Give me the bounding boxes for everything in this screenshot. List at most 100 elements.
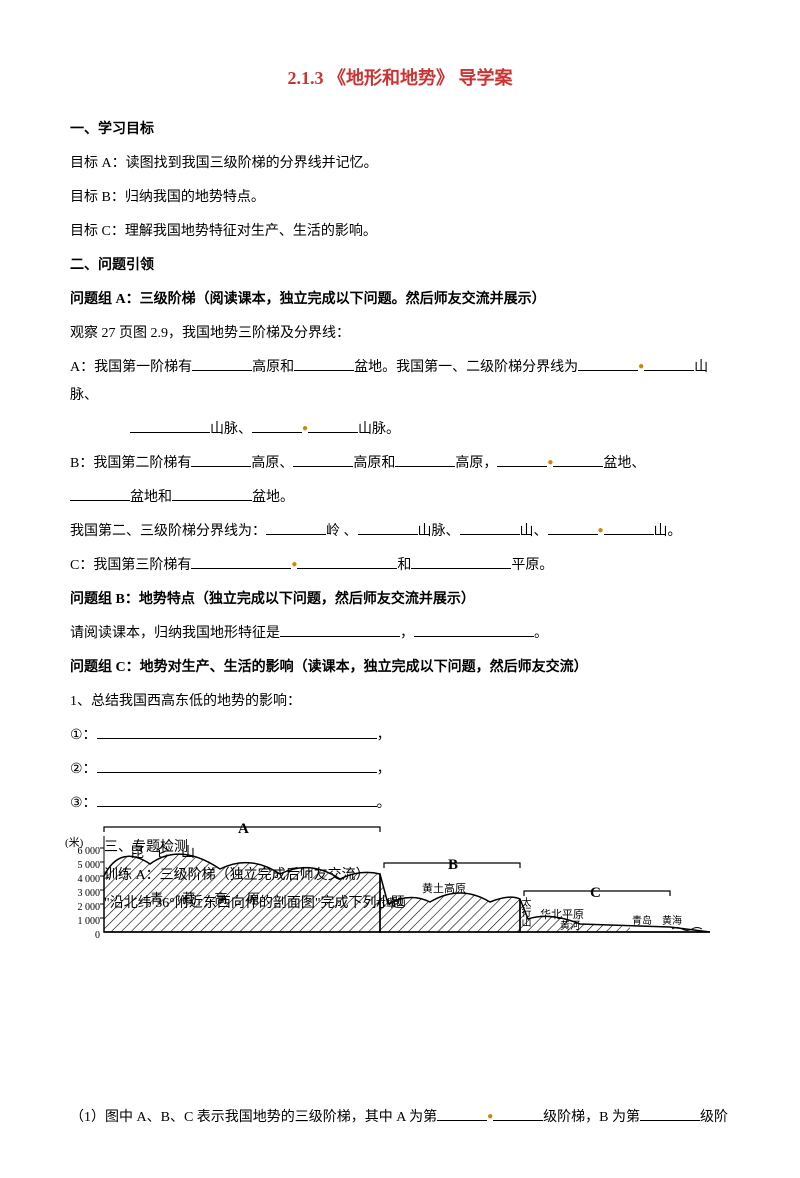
label-C: C bbox=[590, 878, 601, 908]
text: 岭 、 bbox=[326, 524, 358, 539]
blank bbox=[191, 466, 251, 467]
document-title: 2.1.3 《地形和地势》 导学案 bbox=[70, 60, 730, 96]
text: 山脉、 bbox=[418, 524, 460, 539]
text: ②： bbox=[70, 762, 97, 777]
dot-icon: ● bbox=[638, 361, 644, 372]
terrain-profile-diagram: (米) 6 000 5 000 4 000 3 000 2 000 1 000 … bbox=[70, 824, 720, 1004]
text: 高原和 bbox=[353, 456, 395, 471]
label-B: B bbox=[448, 850, 458, 880]
blank bbox=[97, 738, 377, 739]
item-3: ③： 。 bbox=[70, 790, 730, 818]
text: 山脉。 bbox=[358, 422, 400, 437]
blank bbox=[604, 534, 654, 535]
blank bbox=[294, 370, 354, 371]
blank bbox=[493, 1120, 543, 1121]
blank bbox=[395, 466, 455, 467]
text: 盆地。 bbox=[252, 490, 294, 505]
blank bbox=[358, 534, 418, 535]
text: B：我国第二阶梯有 bbox=[70, 456, 191, 471]
blank bbox=[548, 534, 598, 535]
label-qingdao: 青岛 bbox=[632, 912, 652, 932]
blank bbox=[578, 370, 638, 371]
blank bbox=[460, 534, 520, 535]
blank bbox=[70, 500, 130, 501]
item-2: ②： ， bbox=[70, 756, 730, 784]
blank bbox=[280, 636, 400, 637]
blank bbox=[640, 1120, 700, 1121]
text: 我国第二、三级阶梯分界线为： bbox=[70, 524, 266, 539]
blank bbox=[97, 772, 377, 773]
text: ①： bbox=[70, 728, 97, 743]
line-b2: 盆地和盆地。 bbox=[70, 484, 730, 512]
text: 。 bbox=[377, 796, 391, 811]
section1-head: 一、学习目标 bbox=[70, 116, 730, 144]
text: 和 bbox=[397, 558, 411, 573]
label-A: A bbox=[238, 814, 249, 844]
blank bbox=[644, 370, 694, 371]
line-div2: 我国第二、三级阶梯分界线为： 岭 、 山脉、 山、 ● 山。 bbox=[70, 518, 730, 546]
line-a1: A：我国第一阶梯有高原和盆地。我国第一、二级阶梯分界线为●山脉、 bbox=[70, 354, 730, 410]
qb-line: 请阅读课本，归纳我国地形特征是 ， 。 bbox=[70, 620, 730, 648]
line-c1: C：我国第三阶梯有 ● 和 平原。 bbox=[70, 552, 730, 580]
item-1: ①： ， bbox=[70, 722, 730, 750]
text: 级阶 bbox=[700, 1110, 728, 1125]
blank bbox=[308, 432, 358, 433]
label-taihang: 太行山 bbox=[514, 897, 534, 937]
qgroup-b-head: 问题组 B：地势特点（独立完成以下问题，然后师友交流并展示） bbox=[70, 586, 730, 614]
text: C：我国第三阶梯有 bbox=[70, 558, 191, 573]
text: A：我国第一阶梯有 bbox=[70, 360, 192, 375]
line-a2: 山脉、 ● 山脉。 bbox=[70, 416, 730, 444]
text: 山、 bbox=[520, 524, 548, 539]
text: 山。 bbox=[654, 524, 682, 539]
text: 盆地、 bbox=[603, 456, 645, 471]
blank bbox=[414, 636, 534, 637]
text: 山脉、 bbox=[210, 422, 252, 437]
text: ， bbox=[377, 728, 391, 743]
text: 请阅读课本，归纳我国地形特征是 bbox=[70, 626, 280, 641]
text: （1）图中 A、B、C 表示我国地势的三级阶梯，其中 A 为第 bbox=[70, 1110, 437, 1125]
overlay-text-3: "沿北纬 36°附近东西向作的剖面图"完成下列小题 bbox=[104, 890, 405, 918]
dot-icon: ● bbox=[598, 525, 604, 536]
blank bbox=[497, 466, 547, 467]
dot-icon: ● bbox=[487, 1111, 493, 1122]
dot-icon: ● bbox=[302, 423, 308, 434]
blank bbox=[192, 370, 252, 371]
text: 高原和 bbox=[252, 360, 294, 375]
blank bbox=[252, 432, 302, 433]
qgroup-a-head: 问题组 A：三级阶梯（阅读课本，独立完成以下问题。然后师友交流并展示） bbox=[70, 286, 730, 314]
label-huangtu: 黄土高原 bbox=[422, 878, 466, 900]
text: 。 bbox=[534, 626, 548, 641]
text: ③： bbox=[70, 796, 97, 811]
text: 高原， bbox=[455, 456, 497, 471]
label-huanghai: 黄海 bbox=[662, 912, 682, 932]
blank bbox=[437, 1120, 487, 1121]
blank bbox=[553, 466, 603, 467]
dot-icon: ● bbox=[291, 559, 297, 570]
qc-intro: 1、总结我国西高东低的地势的影响： bbox=[70, 688, 730, 716]
text: 级阶梯，B 为第 bbox=[543, 1110, 640, 1125]
text: 盆地。我国第一、二级阶梯分界线为 bbox=[354, 360, 578, 375]
qgroup-c-head: 问题组 C：地势对生产、生活的影响（读课本，独立完成以下问题，然后师友交流） bbox=[70, 654, 730, 682]
label-huanghe: 黄河 bbox=[560, 917, 580, 937]
text: 高原、 bbox=[251, 456, 293, 471]
dot-icon: ● bbox=[547, 457, 553, 468]
observe-text: 观察 27 页图 2.9，我国地势三阶梯及分界线： bbox=[70, 320, 730, 348]
blank bbox=[293, 466, 353, 467]
question-1: （1）图中 A、B、C 表示我国地势的三级阶梯，其中 A 为第 ● 级阶梯，B 为第… bbox=[70, 1104, 730, 1132]
blank bbox=[130, 432, 210, 433]
blank bbox=[172, 500, 252, 501]
text: 平原。 bbox=[511, 558, 553, 573]
text: ， bbox=[377, 762, 391, 777]
goal-a: 目标 A：读图找到我国三级阶梯的分界线并记忆。 bbox=[70, 150, 730, 178]
goal-b: 目标 B：归纳我国的地势特点。 bbox=[70, 184, 730, 212]
blank bbox=[266, 534, 326, 535]
blank bbox=[97, 806, 377, 807]
goal-c: 目标 C：理解我国地势特征对生产、生活的影响。 bbox=[70, 218, 730, 246]
text: ， bbox=[400, 626, 414, 641]
section2-head: 二、问题引领 bbox=[70, 252, 730, 280]
overlay-text-1: 三、专题检测 bbox=[104, 834, 188, 862]
line-b1: B：我国第二阶梯有 高原、 高原和 高原， ● 盆地、 bbox=[70, 450, 730, 478]
overlay-text-2: 训练 A：三级阶梯（独立完成后师友交流） bbox=[104, 862, 370, 890]
blank bbox=[191, 568, 291, 569]
blank bbox=[297, 568, 397, 569]
